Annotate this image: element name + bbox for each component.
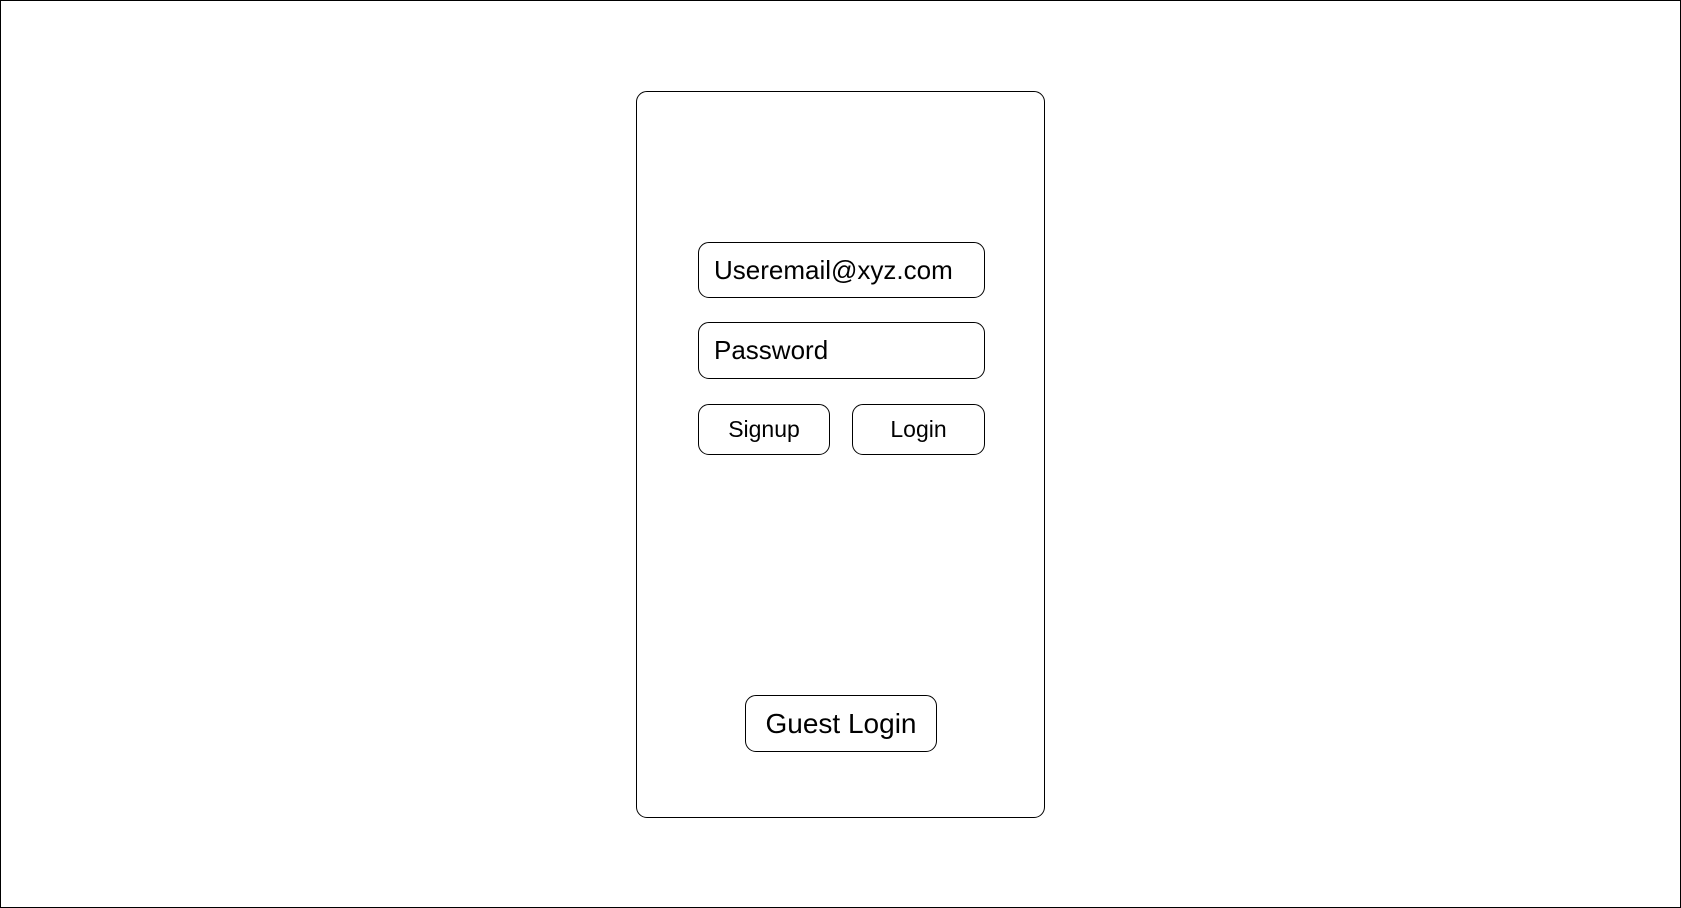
password-field[interactable]: Password — [698, 322, 985, 379]
phone-screen: Useremail@xyz.com Password Signup Login … — [636, 91, 1045, 818]
signup-button[interactable]: Signup — [698, 404, 830, 455]
guest-login-button-label: Guest Login — [765, 707, 917, 739]
signup-button-label: Signup — [728, 416, 800, 442]
email-field-value: Useremail@xyz.com — [714, 254, 953, 285]
password-field-placeholder: Password — [714, 335, 829, 365]
login-button[interactable]: Login — [852, 404, 985, 455]
guest-login-button[interactable]: Guest Login — [745, 695, 937, 752]
email-field[interactable]: Useremail@xyz.com — [698, 242, 985, 298]
login-button-label: Login — [890, 416, 947, 442]
